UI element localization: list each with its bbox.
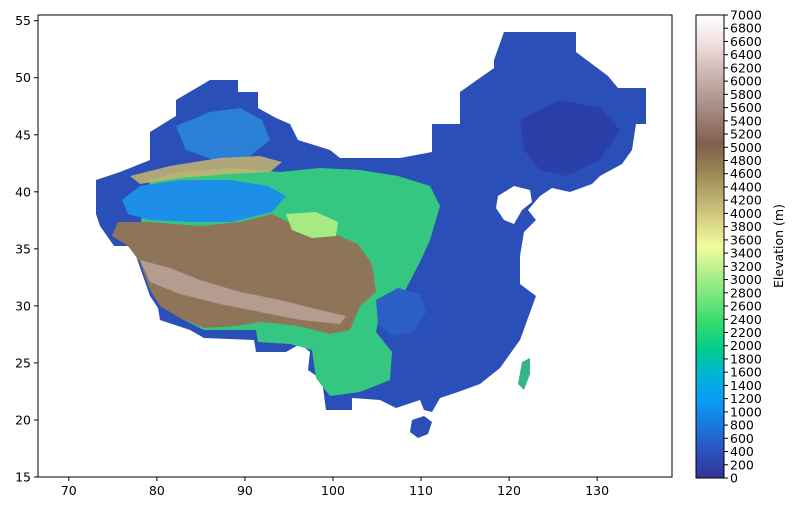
- colorbar-tick-label: 5800: [730, 87, 762, 102]
- colorbar-tick-label: 7000: [730, 8, 762, 23]
- x-tick-label: 80: [149, 483, 165, 498]
- colorbar: 0200400600800100012001400160018002000220…: [695, 8, 786, 486]
- colorbar-tick-label: 5600: [730, 100, 762, 115]
- northeast-plain: [520, 100, 620, 176]
- colorbar-tick-label: 600: [730, 431, 754, 446]
- colorbar-tick-label: 1800: [730, 351, 762, 366]
- y-tick-label: 35: [15, 241, 31, 256]
- y-tick-label: 40: [15, 184, 31, 199]
- y-tick-label: 20: [15, 412, 31, 427]
- colorbar-label: Elevation (m): [771, 204, 786, 288]
- y-tick-label: 25: [15, 355, 31, 370]
- x-tick-label: 90: [237, 483, 253, 498]
- colorbar-tick-label: 4200: [730, 193, 762, 208]
- colorbar-tick-label: 2200: [730, 325, 762, 340]
- colorbar-tick-label: 1400: [730, 378, 762, 393]
- y-tick-label: 50: [15, 70, 31, 85]
- colorbar-ticks: 0200400600800100012001400160018002000220…: [724, 8, 762, 486]
- x-axis: 70 80 90 100 110 120 130: [61, 477, 609, 498]
- colorbar-tick-label: 6600: [730, 34, 762, 49]
- taiwan-island: [518, 358, 530, 390]
- colorbar-tick-label: 2600: [730, 299, 762, 314]
- colorbar-tick-label: 5400: [730, 113, 762, 128]
- colorbar-tick-label: 200: [730, 457, 754, 472]
- colorbar-frame: [695, 14, 725, 479]
- x-tick-label: 100: [321, 483, 345, 498]
- y-axis: 15 20 25 30 35 40 45 50 55: [15, 13, 38, 485]
- colorbar-tick-label: 6400: [730, 47, 762, 62]
- tianshan-range: [130, 156, 282, 184]
- colorbar-tick-label: 3400: [730, 246, 762, 261]
- colorbar-tick-label: 800: [730, 418, 754, 433]
- colorbar-tick-label: 3600: [730, 232, 762, 247]
- hainan-island: [410, 416, 432, 438]
- himalaya-peaks: [140, 260, 346, 324]
- x-tick-label: 130: [585, 483, 609, 498]
- junggar-basin: [176, 108, 270, 160]
- sichuan-basin: [376, 288, 426, 336]
- tarim-basin: [122, 180, 286, 222]
- colorbar-tick-label: 1000: [730, 404, 762, 419]
- colorbar-tick-label: 5200: [730, 127, 762, 142]
- colorbar-tick-label: 5000: [730, 140, 762, 155]
- colorbar-tick-label: 6800: [730, 21, 762, 36]
- colorbar-tick-label: 6200: [730, 60, 762, 75]
- colorbar-tick-label: 0: [730, 471, 738, 486]
- colorbar-tick-label: 2400: [730, 312, 762, 327]
- colorbar-tick-label: 4800: [730, 153, 762, 168]
- tibetan-plateau: [112, 214, 376, 334]
- colorbar-tick-label: 4000: [730, 206, 762, 221]
- x-tick-label: 120: [497, 483, 521, 498]
- y-tick-label: 15: [15, 470, 31, 485]
- bohai-sea: [496, 186, 532, 224]
- y-tick-label: 30: [15, 298, 31, 313]
- colorbar-gradient: [696, 15, 724, 478]
- colorbar-tick-label: 3000: [730, 272, 762, 287]
- elevation-raster: [96, 32, 646, 438]
- colorbar-tick-label: 2000: [730, 338, 762, 353]
- colorbar-tick-label: 4400: [730, 179, 762, 194]
- colorbar-tick-label: 3200: [730, 259, 762, 274]
- x-tick-label: 110: [409, 483, 433, 498]
- colorbar-tick-label: 3800: [730, 219, 762, 234]
- colorbar-tick-label: 6000: [730, 74, 762, 89]
- colorbar-tick-label: 400: [730, 444, 754, 459]
- y-tick-label: 55: [15, 13, 31, 28]
- x-tick-label: 70: [61, 483, 77, 498]
- y-tick-label: 45: [15, 127, 31, 142]
- colorbar-tick-label: 2800: [730, 285, 762, 300]
- qaidam-basin: [286, 212, 338, 238]
- colorbar-tick-label: 4600: [730, 166, 762, 181]
- colorbar-tick-label: 1600: [730, 365, 762, 380]
- colorbar-tick-label: 1200: [730, 391, 762, 406]
